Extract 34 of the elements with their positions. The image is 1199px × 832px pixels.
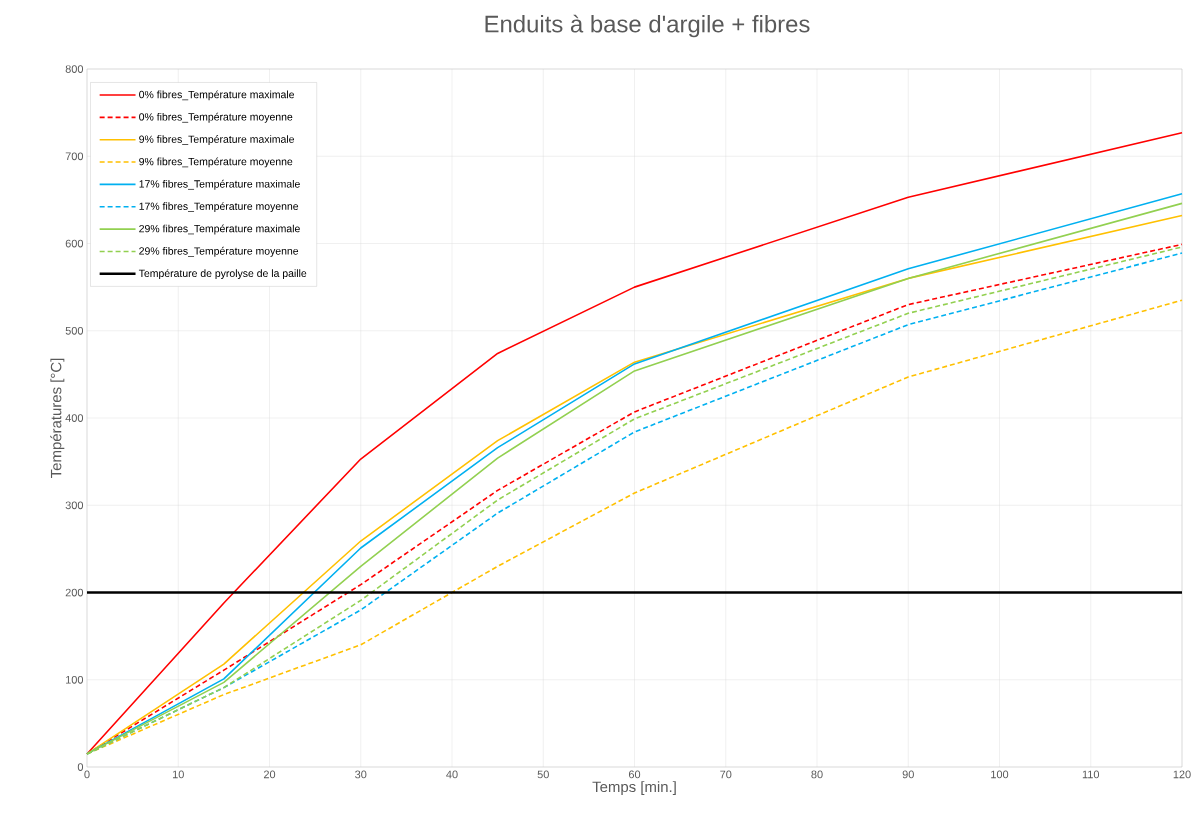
legend-label: 0% fibres_Température maximale — [139, 90, 295, 101]
x-tick-label: 0 — [84, 770, 90, 779]
y-axis-title: Températures [°C] — [50, 358, 65, 478]
y-tick-label: 200 — [65, 588, 84, 597]
x-tick-label: 60 — [628, 770, 641, 779]
legend-label: 29% fibres_Température maximale — [139, 224, 300, 235]
y-tick-label: 600 — [65, 239, 84, 248]
y-tick-label: 700 — [65, 152, 84, 161]
x-tick-label: 80 — [811, 770, 823, 779]
legend-label: 17% fibres_Température moyenne — [139, 202, 299, 213]
y-tick-label: 300 — [65, 501, 84, 510]
x-tick-label: 110 — [1082, 770, 1100, 779]
x-tick-label: 40 — [446, 770, 458, 779]
y-tick-label: 500 — [65, 326, 84, 335]
x-tick-label: 20 — [263, 770, 276, 779]
x-tick-label: 50 — [537, 770, 549, 779]
y-tick-label: 0 — [77, 763, 84, 771]
x-tick-label: 30 — [355, 770, 367, 779]
chart-title: Enduits à base d'argile + fibres — [485, 14, 810, 38]
x-tick-label: 10 — [172, 770, 184, 779]
y-tick-label: 800 — [65, 65, 84, 73]
legend-label: 29% fibres_Température moyenne — [139, 246, 299, 257]
legend-label: 9% fibres_Température maximale — [139, 135, 295, 145]
y-tick-label: 100 — [66, 675, 84, 684]
x-tick-label: 90 — [902, 770, 914, 779]
legend-label: 9% fibres_Température moyenne — [139, 157, 293, 168]
x-tick-label: 100 — [991, 770, 1009, 779]
x-axis-title: Temps [min.] — [592, 781, 676, 796]
legend-label: 0% fibres_Température moyenne — [139, 112, 293, 123]
x-tick-label: 120 — [1173, 770, 1191, 779]
legend-label: 17% fibres_Température maximale — [139, 179, 300, 190]
x-tick-label: 70 — [720, 770, 732, 779]
y-tick-label: 400 — [65, 414, 84, 422]
legend-label: Température de pyrolyse de la paille — [138, 269, 307, 280]
